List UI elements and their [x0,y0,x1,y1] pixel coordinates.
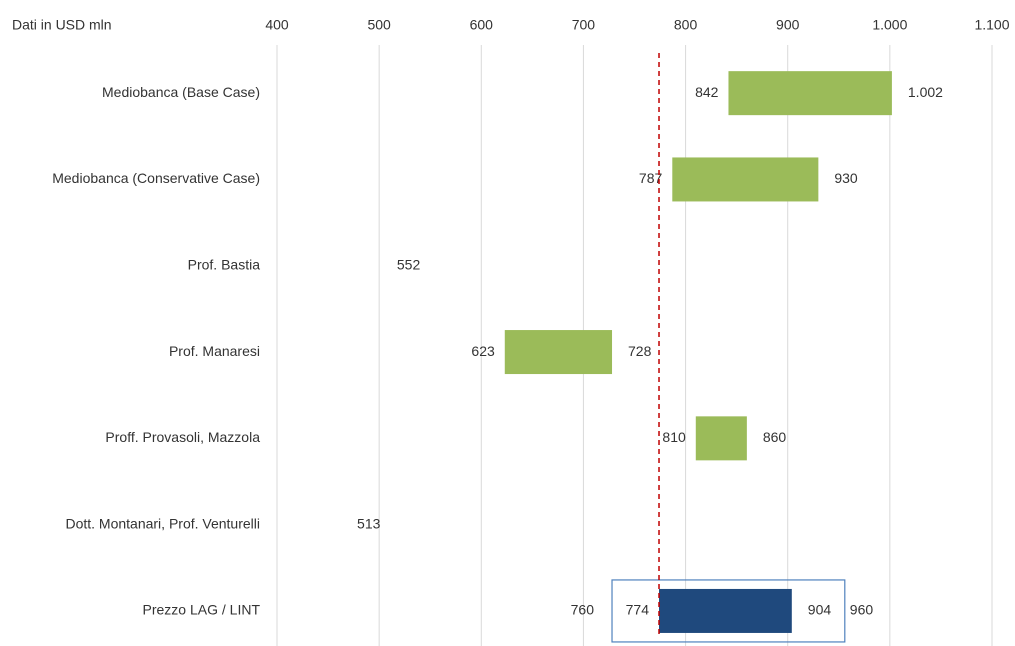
category-label: Prof. Manaresi [169,343,260,359]
low-label: 842 [695,84,719,100]
category-label: Mediobanca (Conservative Case) [52,170,260,186]
range-bar [695,416,747,461]
category-label: Proff. Provasoli, Mazzola [105,429,260,445]
range-bar [728,71,892,116]
low-label: 810 [662,429,686,445]
low-label: 513 [357,515,381,531]
high-label: 728 [628,343,652,359]
x-tick-label: 1.000 [872,17,907,33]
x-tick-label: 900 [776,17,800,33]
low-label: 552 [397,256,421,272]
range-bar [659,588,792,633]
range-bar [672,157,819,202]
x-tick-label: 600 [470,17,494,33]
x-tick-label: 500 [367,17,391,33]
low-label: 787 [639,170,663,186]
category-label: Prof. Bastia [188,256,261,272]
high-label: 860 [763,429,787,445]
low-label: 623 [471,343,495,359]
x-tick-label: 400 [265,17,289,33]
outer-low-label: 760 [571,602,595,618]
outer-high-label: 960 [850,602,874,618]
category-label: Prezzo LAG / LINT [143,602,261,618]
high-label: 904 [808,602,832,618]
high-label: 1.002 [908,84,943,100]
price-box [611,579,846,643]
low-label: 774 [626,602,650,618]
range-bar [504,330,613,375]
category-label: Mediobanca (Base Case) [102,84,260,100]
unit-label: Dati in USD mln [12,17,112,33]
x-tick-label: 1.100 [974,17,1009,33]
x-tick-label: 800 [674,17,698,33]
category-label: Dott. Montanari, Prof. Venturelli [65,515,260,531]
high-label: 930 [834,170,858,186]
x-tick-label: 700 [572,17,596,33]
